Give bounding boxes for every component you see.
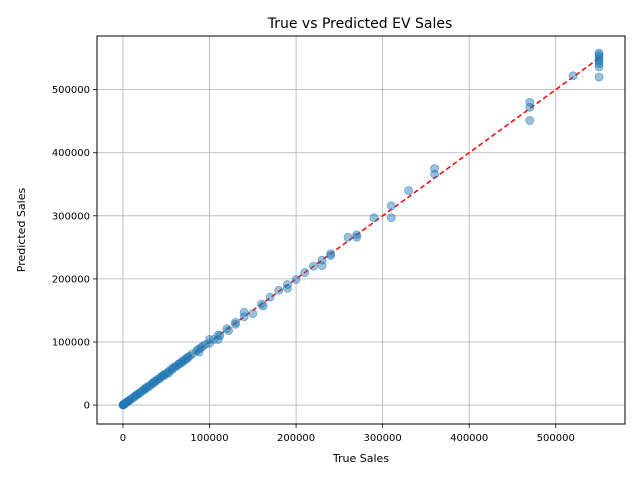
data-point [594,52,604,62]
grid [97,36,625,424]
data-point [308,261,318,271]
y-tick-label: 200000 [52,274,90,285]
data-point [352,230,362,240]
data-point [283,283,292,293]
y-tick-label: 500000 [52,85,90,96]
data-point [594,59,604,69]
x-tick-label: 500000 [537,433,575,444]
data-point [187,349,197,359]
data-point [430,169,439,179]
data-point [274,285,284,295]
data-point [326,251,336,260]
data-point [291,275,301,284]
data-point [525,116,535,125]
data-point [248,309,258,318]
data-point [525,102,535,112]
data-point [239,307,249,317]
y-tick-label: 0 [84,401,90,412]
y-tick-label: 300000 [52,211,90,222]
x-tick-label: 100000 [190,433,228,444]
x-tick-label: 300000 [364,433,402,444]
y-tick-label: 100000 [52,337,90,348]
axis-ticks: 0 100000 200000 300000 400000 500000 0 100000 20… [52,85,575,444]
data-point [258,301,268,311]
plot-frame [96,35,626,425]
data-point [215,331,225,341]
data-point [231,318,240,327]
data-point [594,62,604,72]
data-point [568,71,578,81]
data-point [386,213,396,223]
data-points [118,48,604,410]
chart-title: True vs Predicted EV Sales [267,16,453,32]
data-point [386,201,396,211]
data-point [239,312,249,322]
x-tick-label: 200000 [277,433,315,444]
data-point [525,97,535,107]
data-point [265,292,275,302]
data-point [224,326,233,336]
data-point [300,268,310,277]
data-point [404,186,414,195]
data-point [317,261,327,271]
y-axis-label: Predicted Sales [15,188,28,273]
x-tick-label: 0 [120,433,126,444]
x-tick-label: 400000 [450,433,488,444]
y-tick-label: 400000 [52,148,90,159]
data-point [352,232,362,242]
data-point [343,232,353,242]
data-point [369,213,379,223]
data-point [594,72,604,82]
x-axis-label: True Sales [332,452,389,465]
